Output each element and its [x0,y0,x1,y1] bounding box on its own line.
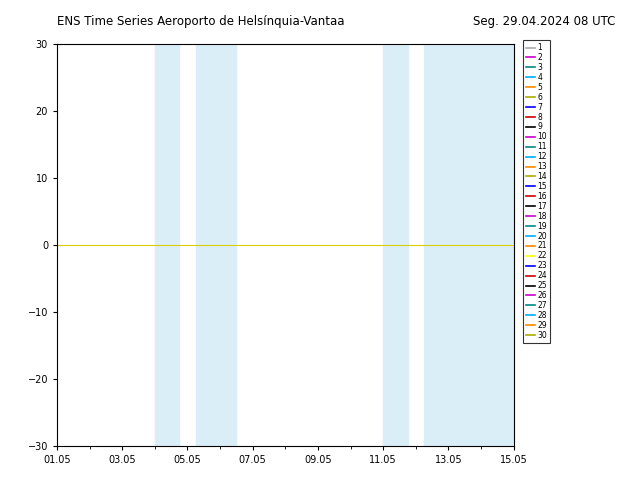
Bar [424,44,514,446]
Text: ENS Time Series Aeroporto de Helsínquia-Vantaa: ENS Time Series Aeroporto de Helsínquia-… [57,15,344,28]
Bar [155,44,179,446]
Bar [196,44,236,446]
Text: Seg. 29.04.2024 08 UTC: Seg. 29.04.2024 08 UTC [472,15,615,28]
Bar [383,44,408,446]
Legend: 1, 2, 3, 4, 5, 6, 7, 8, 9, 10, 11, 12, 13, 14, 15, 16, 17, 18, 19, 20, 21, 22, 2: 1, 2, 3, 4, 5, 6, 7, 8, 9, 10, 11, 12, 1… [522,40,550,343]
